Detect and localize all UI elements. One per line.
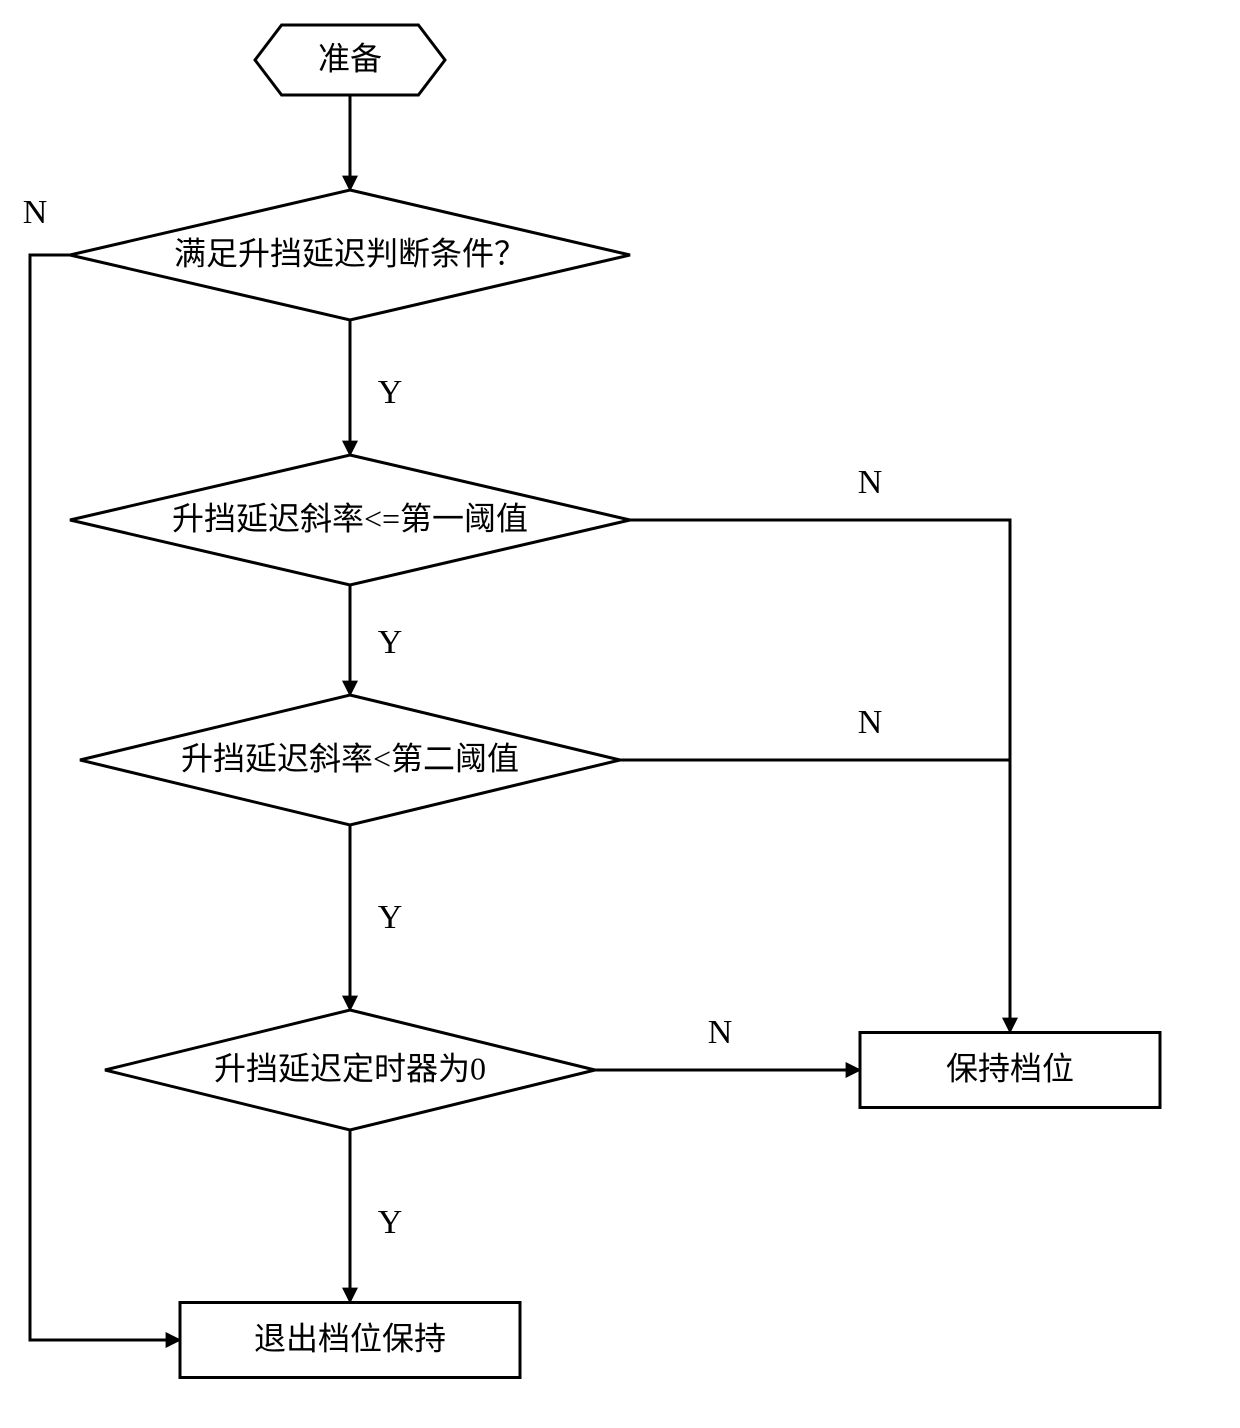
edge-label-y: Y [378,899,403,936]
edge-d1-exit [30,255,180,1340]
edge-label-y: Y [378,1204,403,1241]
node-label-d1: 满足升挡延迟判断条件？ [174,235,526,271]
node-label-hold: 保持档位 [946,1050,1074,1086]
edge-d2-hold [630,520,1010,1032]
edge-label-n: N [858,704,883,741]
node-label-d4: 升挡延迟定时器为0 [214,1050,486,1086]
edge-label-y: Y [378,624,403,661]
node-label-start: 准备 [318,40,382,76]
node-label-exit: 退出档位保持 [254,1320,446,1356]
node-label-d2: 升挡延迟斜率<=第一阈值 [172,500,528,536]
edge-label-n: N [858,464,883,501]
edge-label-n: N [23,194,48,231]
edge-label-y: Y [378,374,403,411]
edge-label-n: N [708,1014,733,1051]
node-label-d3: 升挡延迟斜率<第二阈值 [181,740,519,776]
